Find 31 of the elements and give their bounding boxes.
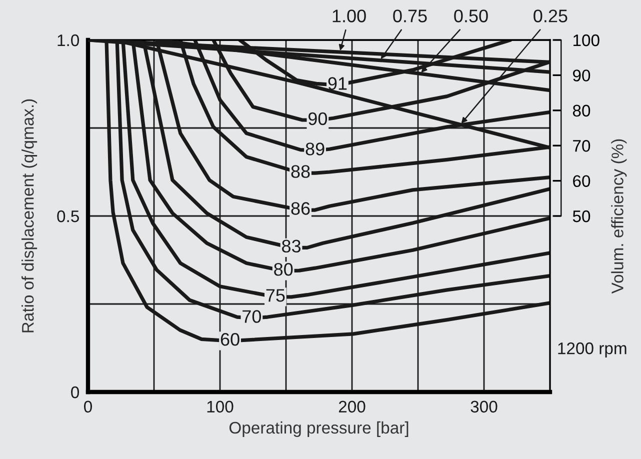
text: 0.75: [393, 10, 427, 22]
x-tick-label: 0: [84, 400, 92, 413]
series-label: 80: [274, 262, 293, 276]
series-label: 1.00: [332, 10, 366, 22]
y-tick-label: 0: [71, 386, 80, 398]
series-label: 86: [291, 202, 310, 215]
y2-tick-label: 50: [572, 210, 590, 222]
y2-tick-label: 70: [573, 140, 590, 152]
series-label: 70: [242, 310, 262, 323]
y2-tick-label: 100: [573, 34, 600, 46]
series-label: 90: [308, 112, 328, 126]
y2-axis-title: Volum. efficiency (%): [611, 139, 627, 294]
x-tick-label: 100: [207, 400, 234, 413]
series-label: 91: [328, 77, 347, 90]
y2-tick-label: 80: [572, 104, 590, 117]
series-label: 88: [291, 165, 310, 178]
series-label: 83: [282, 240, 301, 253]
y-tick-label: 0.5: [57, 210, 79, 222]
x-axis-title: Operating pressure [bar]: [229, 421, 408, 437]
y-axis-title: Ratio of displacement (q/qmax.): [22, 99, 38, 332]
series-label: 75: [266, 289, 285, 302]
y2-tick-label: 60: [573, 175, 590, 188]
x-tick-label: 200: [338, 400, 366, 413]
y2-tick-label: 90: [573, 70, 590, 82]
text: 1200 rpm: [558, 342, 626, 358]
y-tick-label: 1.0: [58, 34, 80, 46]
text: 0.50: [454, 10, 488, 22]
series-label: 60: [220, 333, 240, 346]
series-label: 89: [306, 142, 324, 156]
x-tick-label: 300: [470, 400, 498, 413]
text: 0.25: [534, 10, 568, 22]
